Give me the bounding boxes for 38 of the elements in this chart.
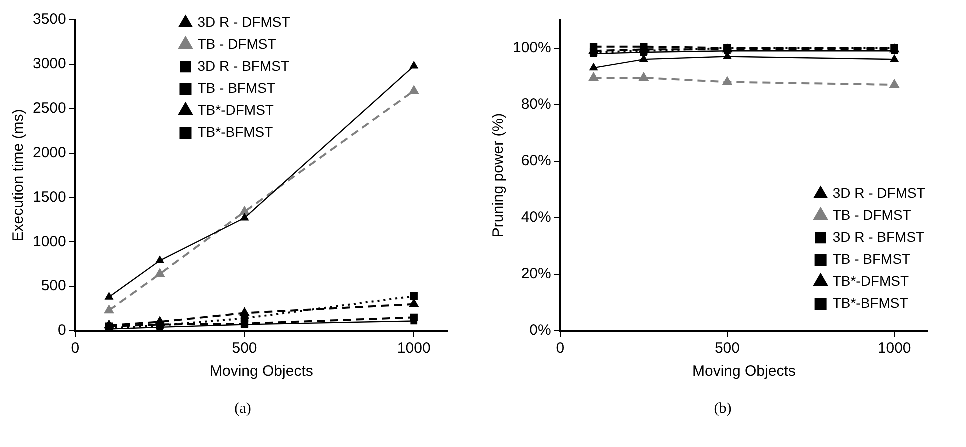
y-tick-label: 0% xyxy=(530,322,552,340)
legend-label: TB*-BFMST xyxy=(832,294,909,311)
legend-label: 3D R - BFMST xyxy=(198,58,290,74)
y-tick-label: 3500 xyxy=(32,11,66,28)
legend-label: 3D R - DFMST xyxy=(198,14,291,30)
legend-label: TB*-DFMST xyxy=(832,272,910,289)
y-axis-title: Execution time (ms) xyxy=(10,109,28,242)
legend-label: TB - DFMST xyxy=(198,36,277,52)
x-tick-label: 500 xyxy=(232,340,258,358)
y-axis-title: Pruning power (%) xyxy=(490,113,508,238)
y-tick-label: 500 xyxy=(41,278,66,295)
legend-label: TB - BFMST xyxy=(198,80,276,96)
y-tick-label: 3000 xyxy=(32,56,66,73)
x-tick-label: 0 xyxy=(71,340,80,358)
y-tick-label: 60% xyxy=(521,152,552,170)
legend-label: TB*-BFMST xyxy=(198,124,274,140)
y-tick-label: 20% xyxy=(521,266,552,283)
text: (b) xyxy=(713,401,733,418)
x-tick-label: 0 xyxy=(556,340,565,358)
y-tick-label: 2000 xyxy=(32,144,66,162)
y-tick-label: 2500 xyxy=(32,100,66,117)
x-tick-label: 500 xyxy=(714,340,740,358)
x-axis-title: Moving Objects xyxy=(692,363,796,380)
y-tick-label: 1000 xyxy=(32,233,66,250)
legend-label: 3D R - DFMST xyxy=(832,184,926,201)
y-tick-label: 40% xyxy=(521,209,552,226)
text: (a) xyxy=(234,401,252,418)
y-tick-label: 1500 xyxy=(32,188,66,206)
x-tick-label: 1000 xyxy=(397,340,431,358)
y-tick-label: 100% xyxy=(512,39,552,56)
x-axis-title: Moving Objects xyxy=(210,363,314,380)
y-tick-label: 0 xyxy=(58,322,66,340)
x-tick-label: 1000 xyxy=(878,340,912,358)
legend-label: TB*-DFMST xyxy=(198,102,274,118)
legend-label: TB - DFMST xyxy=(832,206,912,223)
legend-label: 3D R - BFMST xyxy=(832,228,926,245)
legend-label: TB - BFMST xyxy=(832,250,912,267)
y-tick-label: 80% xyxy=(521,96,552,113)
